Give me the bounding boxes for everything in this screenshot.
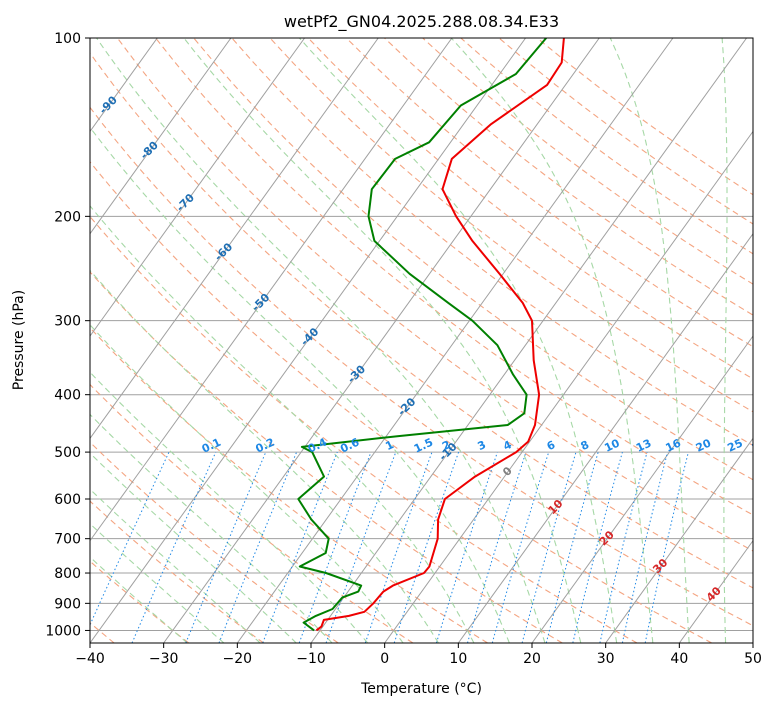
- x-axis-label: Temperature (°C): [360, 681, 482, 697]
- y-tick-label: 300: [54, 314, 81, 330]
- y-tick-label: 700: [54, 532, 81, 548]
- y-tick-label: 900: [54, 596, 81, 612]
- x-tick-label: 40: [670, 651, 688, 667]
- y-tick-label: 800: [54, 566, 81, 582]
- x-tick-label: 0: [380, 651, 389, 667]
- y-tick-label: 200: [54, 209, 81, 225]
- x-tick-label: −30: [149, 651, 179, 667]
- x-tick-label: 30: [597, 651, 615, 667]
- x-tick-label: 50: [744, 651, 762, 667]
- y-axis-label: Pressure (hPa): [11, 290, 27, 390]
- y-tick-label: 600: [54, 492, 81, 508]
- y-tick-label: 1000: [45, 623, 81, 639]
- x-tick-label: −10: [296, 651, 326, 667]
- x-tick-label: 20: [523, 651, 541, 667]
- chart-title: wetPf2_GN04.2025.288.08.34.E33: [284, 12, 559, 32]
- y-tick-label: 100: [54, 31, 81, 47]
- x-tick-label: −40: [75, 651, 105, 667]
- x-tick-label: −20: [223, 651, 253, 667]
- x-tick-label: 10: [449, 651, 467, 667]
- y-tick-label: 500: [54, 445, 81, 461]
- y-tick-label: 400: [54, 388, 81, 404]
